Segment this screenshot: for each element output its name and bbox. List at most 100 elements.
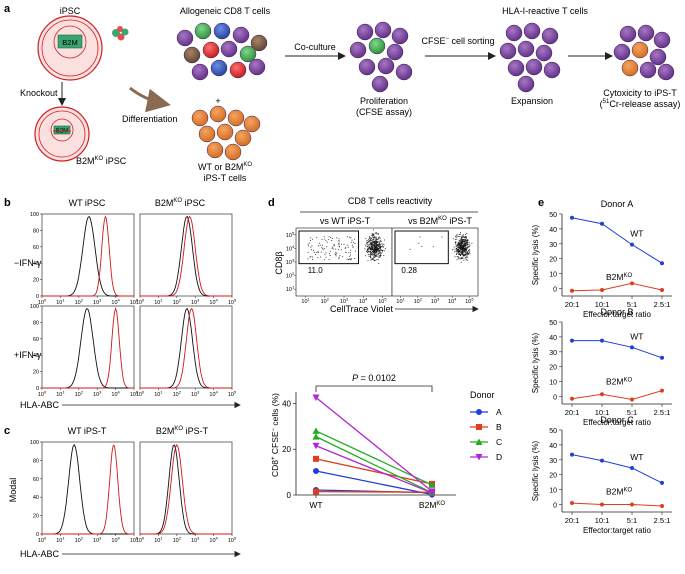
flow-event-dot xyxy=(372,243,374,245)
flow-event-dot xyxy=(370,238,372,240)
flow-event-dot xyxy=(310,255,312,257)
b2mko-line xyxy=(571,502,663,507)
flow-event-dot xyxy=(377,250,379,252)
flow-event-dot xyxy=(464,245,466,247)
y-tick-label: 30 xyxy=(549,458,557,465)
flow-event-dot xyxy=(465,236,467,238)
flow-event-dot xyxy=(367,250,369,252)
expanded-t-cell-icon xyxy=(507,59,525,77)
flow-event-dot xyxy=(375,243,377,244)
flow-event-dot xyxy=(459,243,461,245)
histogram-frame xyxy=(139,213,233,297)
flow-event-dot xyxy=(366,240,368,242)
y-tick-label: 0 xyxy=(287,491,292,500)
flow-event-dot xyxy=(338,256,340,258)
flow-event-dot xyxy=(370,242,372,243)
proliferating-cell-icon xyxy=(358,58,376,76)
y-tick-label: 80 xyxy=(33,320,39,326)
flow-event-dot xyxy=(459,236,461,238)
flow-event-dot xyxy=(371,253,373,255)
flow-event-dot xyxy=(466,238,468,240)
x-tick-label: 104 xyxy=(209,298,218,307)
flow-event-dot xyxy=(372,259,374,261)
flow-event-dot xyxy=(464,248,465,250)
flow-event-dot xyxy=(371,244,373,246)
flow-event-dot xyxy=(453,248,455,250)
flow-event-dot xyxy=(372,242,374,244)
flow-event-dot xyxy=(335,255,337,257)
y-tick-label: 60 xyxy=(33,245,39,251)
lysis-xlabel: Effector:target ratio xyxy=(583,418,651,427)
flow-event-dot xyxy=(371,233,373,235)
flow-event-dot xyxy=(347,247,349,249)
flow-event-dot xyxy=(466,249,468,251)
flow-event-dot xyxy=(338,242,340,244)
x-tick-label: 103 xyxy=(191,298,200,307)
lysis-chart-title: Donor C xyxy=(600,415,634,425)
flow-event-dot xyxy=(460,257,462,259)
proliferation-label: Proliferation xyxy=(360,96,408,106)
flow-event-dot xyxy=(466,255,468,257)
flow-event-dot xyxy=(367,246,369,248)
flow-event-dot xyxy=(374,250,376,252)
flow-event-dot xyxy=(384,250,386,252)
flow-plot: 11.0 101 102 103 104 105 101 102 103 104 105 xyxy=(286,227,393,305)
allogeneic-t-cell-icon xyxy=(220,40,238,58)
flow-event-dot xyxy=(326,241,328,243)
flow-event-dot xyxy=(372,252,374,254)
wt-point xyxy=(570,452,574,457)
flow-event-dot xyxy=(379,246,381,248)
coculture-label: Co-culture xyxy=(294,42,336,52)
flow-event-dot xyxy=(464,243,466,245)
flow-event-dot xyxy=(464,237,466,239)
flow-event-dot xyxy=(366,250,367,252)
flow-event-dot xyxy=(376,244,378,245)
flow-event-dot xyxy=(374,254,376,256)
flow-event-dot xyxy=(456,234,458,236)
allogeneic-t-cell-icon xyxy=(210,59,228,77)
panel-label-c: c xyxy=(4,425,10,437)
x-tick-label: 101 xyxy=(56,536,65,545)
flow-event-dot xyxy=(384,239,385,241)
flow-event-dot xyxy=(324,238,326,240)
cytotoxic-cell-icon xyxy=(631,41,649,59)
ipst-cells-cluster xyxy=(191,105,261,161)
flow-event-dot xyxy=(377,253,379,255)
lysis-ylabel: Specific lysis (%) xyxy=(531,440,540,501)
allogeneic-t-cell-icon xyxy=(229,61,247,79)
flow-event-dot xyxy=(372,251,374,253)
wt-point xyxy=(600,221,604,226)
allogeneic-t-cell-icon xyxy=(191,63,209,81)
donor-b-line xyxy=(315,490,433,493)
flow-event-dot xyxy=(454,238,456,240)
flow-event-dot xyxy=(460,239,462,241)
ipst-cell-icon xyxy=(216,123,234,141)
flow-event-dot xyxy=(372,254,374,256)
legend-label: D xyxy=(496,452,502,462)
b2mko-point xyxy=(600,392,604,397)
flow-event-dot xyxy=(457,249,459,251)
x-tick-label: 103 xyxy=(93,298,102,307)
flow-event-dot xyxy=(453,246,455,248)
flow-event-dot xyxy=(365,238,367,240)
flow-event-dot xyxy=(455,248,457,250)
x-tick-label: 20:1 xyxy=(565,408,580,417)
flow-event-dot xyxy=(371,259,373,260)
flow-event-dot xyxy=(467,241,469,243)
flow-event-dot xyxy=(383,255,385,257)
flow-event-dot xyxy=(378,244,380,246)
flow-event-dot xyxy=(458,234,460,235)
flow-event-dot xyxy=(376,233,378,235)
flow-event-dot xyxy=(319,242,321,244)
flow-event-dot xyxy=(372,233,374,235)
flow-event-dot xyxy=(381,250,383,252)
flow-event-dot xyxy=(317,250,319,252)
flow-event-dot xyxy=(373,244,375,246)
flow-event-dot xyxy=(351,239,353,241)
flow-event-dot xyxy=(462,237,464,238)
ipsc-label: iPSC xyxy=(60,6,81,16)
flow-event-dot xyxy=(335,251,337,253)
flow-plot: 0.28 101 102 103 104 105 xyxy=(391,227,479,305)
flow-event-dot xyxy=(340,243,342,245)
